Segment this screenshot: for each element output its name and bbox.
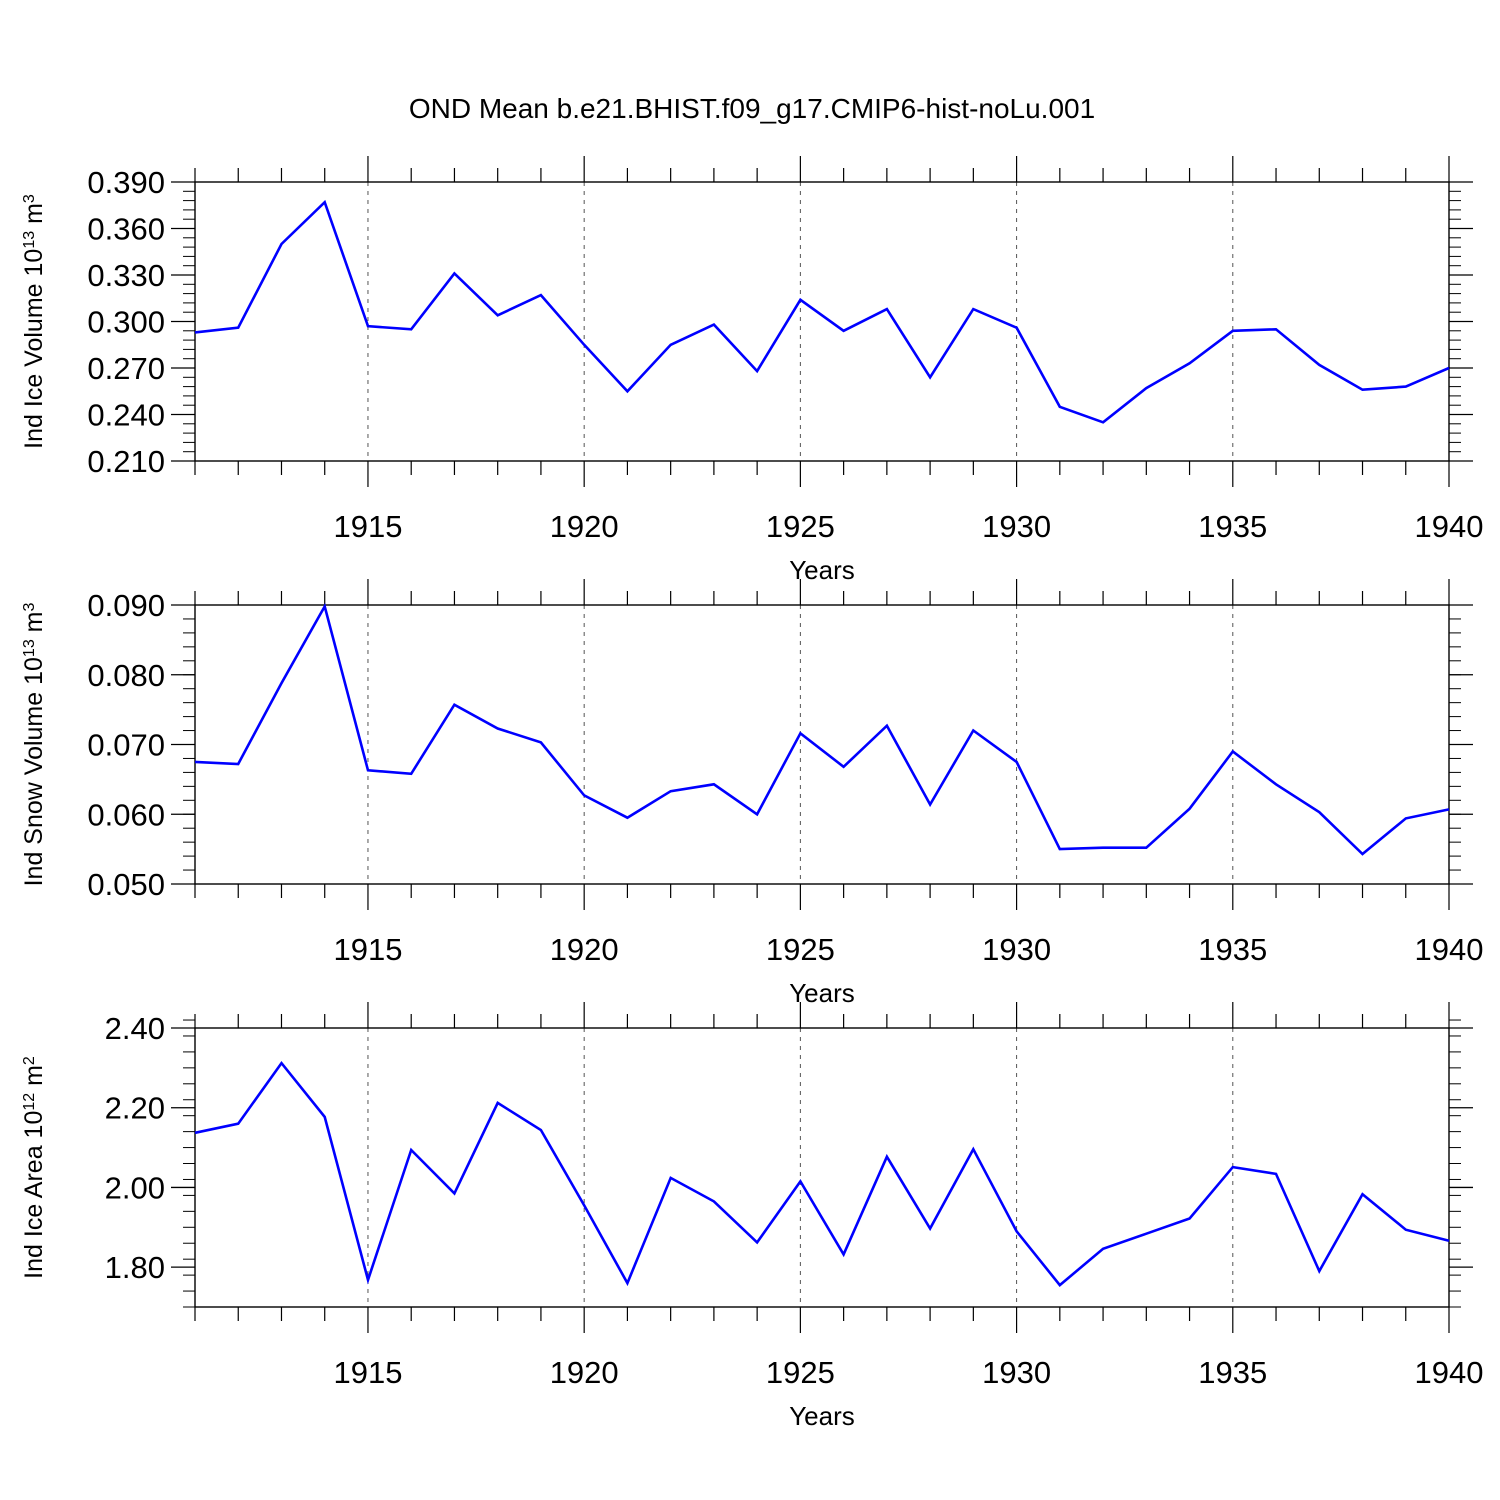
y-tick-label: 0.300	[87, 305, 165, 340]
x-axis-title: Years	[789, 555, 855, 585]
x-tick-label: 1915	[333, 509, 402, 544]
y-axis-title-unit: m	[20, 203, 48, 231]
x-tick-label: 1940	[1415, 932, 1484, 967]
y-axis-title: Ind Ice Area 1012 m2	[20, 1056, 48, 1279]
y-tick-label: 0.060	[87, 797, 165, 832]
x-tick-label: 1930	[982, 932, 1051, 967]
x-tick-label: 1935	[1198, 932, 1267, 967]
y-tick-label: 2.40	[105, 1011, 165, 1046]
y-tick-label: 1.80	[105, 1250, 165, 1285]
y-tick-label: 0.090	[87, 588, 165, 623]
y-axis-title-exponent: 13	[21, 231, 38, 249]
y-axis-title-text: Ind Ice Volume 10	[20, 249, 48, 449]
x-tick-label: 1920	[550, 509, 619, 544]
y-axis-title-unit-exponent: 3	[21, 194, 38, 203]
x-tick-label: 1935	[1198, 509, 1267, 544]
series-line-1	[194, 199, 1450, 424]
plot-frame	[194, 604, 1450, 885]
y-tick-label: 0.390	[87, 165, 165, 200]
y-axis-title: Ind Snow Volume 1013 m3	[20, 603, 48, 887]
y-tick-label: 2.00	[105, 1170, 165, 1205]
x-tick-label: 1940	[1415, 1355, 1484, 1390]
x-tick-label: 1915	[333, 932, 402, 967]
y-tick-label: 0.240	[87, 398, 165, 433]
y-tick-label: 0.080	[87, 658, 165, 693]
y-tick-label: 0.270	[87, 351, 165, 386]
chart-panel-2: 0.050 0.060 0.070 0.080 0.090 1915 1920 1925 193…	[20, 579, 1483, 1008]
x-tick-label: 1925	[766, 932, 835, 967]
series-line-1	[194, 1060, 1450, 1287]
y-axis-title-unit-exponent: 2	[21, 1056, 38, 1065]
y-axis-title-exponent: 12	[21, 1093, 38, 1111]
x-tick-label: 1920	[550, 1355, 619, 1390]
chart-panel-1: 0.210 0.240 0.270 0.300 0.330 0.360 0.390 1915 1…	[20, 156, 1483, 585]
y-tick-label: 0.070	[87, 728, 165, 763]
plot-frame	[194, 1027, 1450, 1308]
y-axis-title-unit: m	[20, 612, 48, 640]
x-tick-label: 1925	[766, 1355, 835, 1390]
y-tick-label: 2.20	[105, 1091, 165, 1126]
x-tick-label: 1930	[982, 1355, 1051, 1390]
y-axis-title: Ind Ice Volume 1013 m3	[20, 194, 48, 449]
y-tick-label: 0.050	[87, 867, 165, 902]
x-tick-label: 1925	[766, 509, 835, 544]
series-line-1	[194, 602, 1450, 856]
chart-panel-3: 1.80 2.00 2.20 2.40 1915 1920 1925 1930 1935 1940…	[20, 1002, 1483, 1431]
y-tick-label: 0.210	[87, 444, 165, 479]
y-tick-label: 0.360	[87, 212, 165, 247]
x-axis-title: Years	[789, 1401, 855, 1431]
y-axis-title-unit: m	[20, 1065, 48, 1093]
main-title: OND Mean b.e21.BHIST.f09_g17.CMIP6-hist-…	[409, 93, 1095, 124]
y-axis-title-exponent: 13	[21, 639, 38, 657]
x-tick-label: 1920	[550, 932, 619, 967]
plot-frame	[194, 181, 1450, 462]
x-tick-label: 1915	[333, 1355, 402, 1390]
y-axis-title-text: Ind Ice Area 10	[20, 1111, 48, 1279]
y-axis-title-unit-exponent: 3	[21, 603, 38, 612]
y-tick-label: 0.330	[87, 258, 165, 293]
x-tick-label: 1940	[1415, 509, 1484, 544]
x-tick-label: 1935	[1198, 1355, 1267, 1390]
x-tick-label: 1930	[982, 509, 1051, 544]
x-axis-title: Years	[789, 978, 855, 1008]
y-axis-title-text: Ind Snow Volume 10	[20, 657, 48, 886]
